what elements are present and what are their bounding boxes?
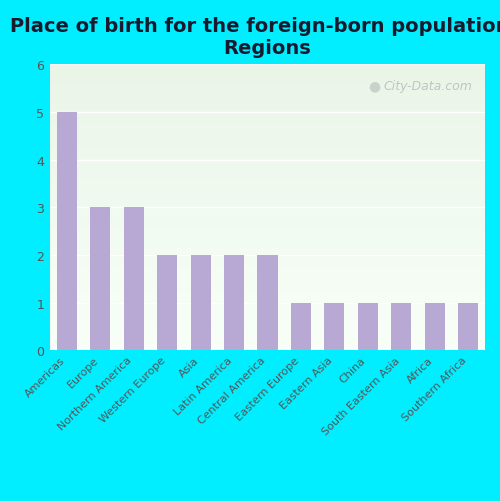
Bar [224, 256, 244, 351]
Bar [258, 256, 278, 351]
Bar [324, 303, 344, 351]
Text: ●: ● [368, 80, 380, 93]
Bar [425, 303, 445, 351]
Bar [190, 256, 210, 351]
Text: City-Data.com: City-Data.com [383, 80, 472, 92]
Bar [90, 208, 110, 351]
Bar [157, 256, 177, 351]
Bar [56, 113, 77, 351]
Bar [392, 303, 411, 351]
Bar [358, 303, 378, 351]
Bar [124, 208, 144, 351]
Bar [458, 303, 478, 351]
Bar [291, 303, 311, 351]
Title: Place of birth for the foreign-born population -
Regions: Place of birth for the foreign-born popu… [10, 17, 500, 58]
